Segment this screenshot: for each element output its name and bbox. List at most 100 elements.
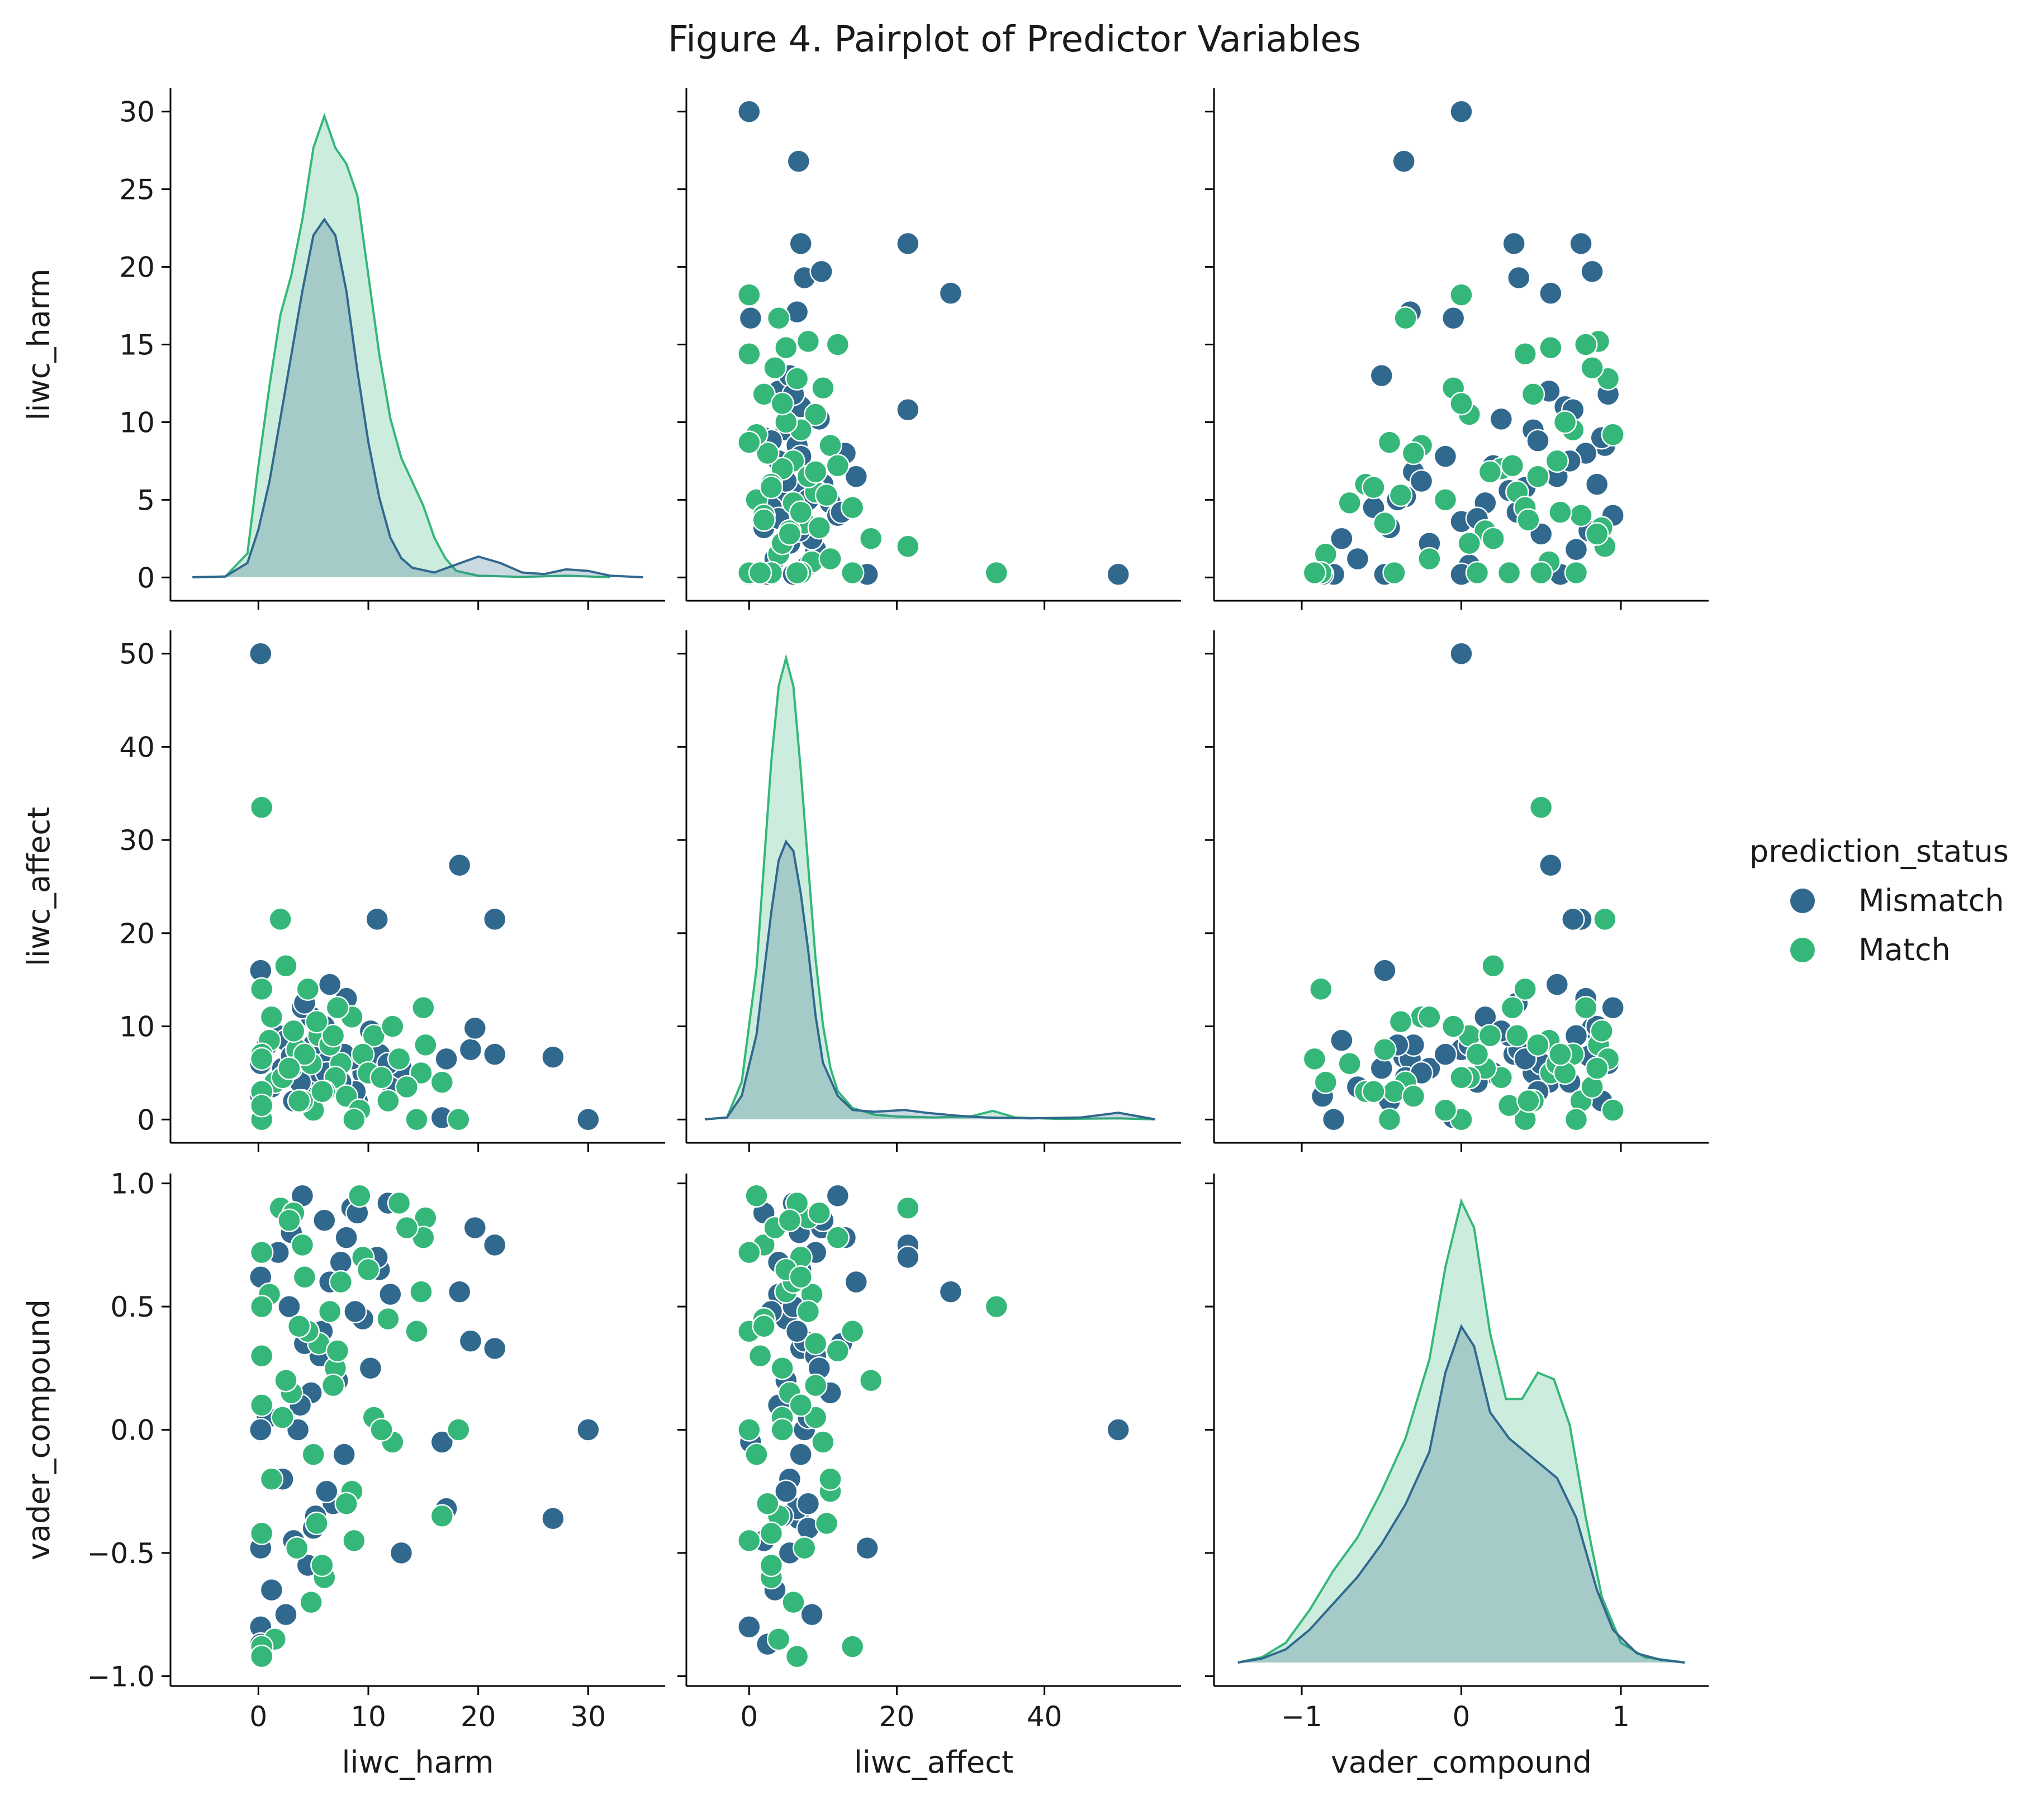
point-match-vader-compound-vs-liwc-harm-17 — [290, 1233, 315, 1257]
point-mismatch-liwc-harm-vs-liwc-affect-2 — [789, 231, 813, 256]
point-match-vader-compound-vs-liwc-harm-43 — [292, 1265, 317, 1289]
point-match-vader-compound-vs-liwc-harm-33 — [356, 1257, 381, 1282]
point-mismatch-vader-compound-vs-liwc-harm-14 — [334, 1226, 358, 1250]
point-match-vader-compound-vs-liwc-affect-26 — [840, 1635, 865, 1659]
point-match-liwc-harm-vs-vader-compound-3 — [1573, 333, 1598, 357]
point-match-liwc-harm-vs-vader-compound-1 — [1393, 306, 1417, 330]
kde-line-mismatch-vader-compound — [1237, 1324, 1685, 1664]
y-tick-label: 30 — [119, 96, 155, 129]
point-mismatch-vader-compound-vs-liwc-harm-36 — [389, 1541, 414, 1565]
point-match-liwc-harm-vs-liwc-affect-30 — [748, 561, 772, 585]
y-axis-label-vader-compound: vader_compound — [21, 1299, 56, 1560]
point-match-vader-compound-vs-liwc-affect-22 — [766, 1627, 791, 1651]
point-match-liwc-harm-vs-vader-compound-41 — [1500, 453, 1525, 478]
point-match-liwc-harm-vs-vader-compound-44 — [1449, 391, 1473, 416]
point-match-vader-compound-vs-liwc-affect-42 — [759, 1553, 784, 1578]
point-mismatch-vader-compound-vs-liwc-harm-5 — [463, 1215, 487, 1240]
point-mismatch-liwc-affect-vs-liwc-harm-17 — [317, 972, 342, 996]
kde-fill-mismatch-liwc-harm — [192, 219, 643, 577]
point-match-liwc-harm-vs-liwc-affect-34 — [756, 441, 780, 466]
point-mismatch-liwc-harm-vs-vader-compound-38 — [1433, 444, 1458, 468]
point-mismatch-liwc-harm-vs-liwc-affect-31 — [1106, 562, 1130, 587]
point-mismatch-vader-compound-vs-liwc-affect-39 — [785, 1319, 809, 1343]
point-mismatch-vader-compound-vs-liwc-harm-38 — [332, 1442, 356, 1466]
kde-fill-match-liwc-harm — [192, 116, 610, 577]
y-tick-label: 40 — [119, 731, 155, 763]
point-match-liwc-harm-vs-liwc-affect-3 — [826, 333, 850, 357]
kde-line-match-liwc-harm — [192, 112, 610, 578]
point-match-liwc-harm-vs-liwc-affect-8 — [803, 402, 828, 426]
legend: prediction_status Mismatch Match — [1749, 834, 2009, 967]
point-match-liwc-affect-vs-vader-compound-32 — [1441, 1014, 1466, 1038]
point-match-liwc-harm-vs-vader-compound-28 — [1465, 561, 1490, 585]
point-mismatch-vader-compound-vs-liwc-affect-16 — [796, 1492, 821, 1516]
point-match-liwc-harm-vs-vader-compound-33 — [1553, 410, 1577, 434]
point-match-liwc-harm-vs-liwc-affect-49 — [814, 483, 839, 507]
point-mismatch-liwc-affect-vs-vader-compound-41 — [1330, 1028, 1354, 1052]
y-tick-label: 0 — [137, 562, 155, 594]
legend-marker-match — [1790, 938, 1815, 962]
point-match-vader-compound-vs-liwc-affect-37 — [807, 1201, 832, 1225]
point-mismatch-liwc-harm-vs-vader-compound-6 — [1539, 281, 1563, 306]
point-match-vader-compound-vs-liwc-affect-14 — [803, 1331, 828, 1356]
point-match-vader-compound-vs-liwc-harm-35 — [317, 1299, 342, 1324]
panel-vader-compound-vs-vader-compound: −1 0 1 vader_compound — [1205, 1174, 1709, 1780]
point-match-vader-compound-vs-liwc-harm-28 — [249, 1393, 274, 1417]
point-match-liwc-harm-vs-liwc-affect-6 — [785, 367, 809, 391]
kde-fill-mismatch-liwc-affect — [705, 842, 1155, 1119]
point-match-vader-compound-vs-liwc-harm-7 — [376, 1307, 400, 1331]
point-mismatch-vader-compound-vs-liwc-harm-9 — [378, 1282, 402, 1307]
point-match-liwc-harm-vs-liwc-affect-43 — [789, 500, 813, 524]
point-match-liwc-affect-vs-vader-compound-24 — [1529, 795, 1553, 820]
point-match-liwc-harm-vs-vader-compound-31 — [1580, 355, 1604, 380]
point-match-liwc-affect-vs-liwc-harm-7 — [376, 1089, 400, 1113]
point-match-vader-compound-vs-liwc-harm-27 — [249, 1521, 274, 1545]
point-match-liwc-harm-vs-liwc-affect-41 — [826, 453, 850, 478]
point-match-liwc-affect-vs-vader-compound-42 — [1362, 1080, 1386, 1104]
point-match-vader-compound-vs-liwc-harm-30 — [249, 1343, 274, 1368]
point-mismatch-liwc-affect-vs-liwc-harm-31 — [249, 642, 273, 666]
x-tick-label: 20 — [879, 1701, 915, 1733]
point-match-vader-compound-vs-liwc-affect-36 — [781, 1590, 805, 1614]
point-match-liwc-harm-vs-vader-compound-43 — [1548, 500, 1572, 524]
point-match-liwc-affect-vs-vader-compound-46 — [1478, 1024, 1502, 1048]
point-match-liwc-harm-vs-vader-compound-20 — [1481, 526, 1505, 551]
point-match-liwc-affect-vs-liwc-harm-48 — [287, 1089, 311, 1113]
point-match-liwc-affect-vs-liwc-harm-30 — [249, 1094, 274, 1118]
panel-liwc-affect-vs-liwc-affect — [677, 630, 1181, 1152]
point-match-liwc-harm-vs-vader-compound-46 — [1478, 460, 1502, 484]
point-match-liwc-affect-vs-liwc-harm-39 — [259, 1005, 284, 1029]
point-match-liwc-affect-vs-liwc-harm-6 — [387, 1047, 411, 1071]
y-tick-label: 30 — [119, 824, 155, 857]
point-match-liwc-harm-vs-liwc-affect-29 — [785, 561, 809, 585]
x-tick-label: 10 — [350, 1701, 386, 1733]
point-match-vader-compound-vs-liwc-affect-40 — [744, 1184, 769, 1208]
point-match-liwc-affect-vs-vader-compound-39 — [1417, 1005, 1441, 1029]
y-tick-label: 0.0 — [110, 1414, 155, 1447]
point-mismatch-liwc-affect-vs-liwc-harm-2 — [482, 1042, 507, 1066]
point-match-liwc-affect-vs-liwc-harm-1 — [430, 1070, 454, 1094]
point-match-vader-compound-vs-liwc-harm-31 — [395, 1215, 419, 1240]
legend-label-mismatch: Mismatch — [1858, 883, 2004, 918]
x-axis-label-liwc-harm: liwc_harm — [342, 1745, 494, 1780]
point-match-liwc-affect-vs-liwc-harm-3 — [411, 995, 435, 1020]
point-mismatch-vader-compound-vs-liwc-affect-17 — [844, 1270, 869, 1294]
kde-line-mismatch-liwc-harm — [192, 217, 643, 578]
point-match-liwc-harm-vs-vader-compound-4 — [1539, 335, 1563, 360]
point-match-vader-compound-vs-liwc-affect-20 — [859, 1369, 883, 1393]
x-tick-label: −1 — [1281, 1701, 1322, 1733]
point-mismatch-vader-compound-vs-liwc-harm-1 — [541, 1506, 565, 1531]
point-match-vader-compound-vs-liwc-harm-15 — [301, 1442, 325, 1466]
point-mismatch-liwc-harm-vs-liwc-affect-11 — [896, 397, 920, 422]
point-match-vader-compound-vs-liwc-affect-41 — [826, 1339, 850, 1363]
point-match-liwc-harm-vs-vader-compound-49 — [1388, 483, 1413, 507]
point-match-liwc-harm-vs-vader-compound-45 — [1377, 430, 1402, 454]
point-match-vader-compound-vs-liwc-harm-1 — [430, 1504, 454, 1528]
point-match-vader-compound-vs-liwc-harm-45 — [342, 1528, 366, 1553]
y-tick-label: 25 — [119, 174, 155, 206]
point-mismatch-liwc-harm-vs-vader-compound-5 — [1580, 259, 1604, 284]
point-mismatch-liwc-harm-vs-vader-compound-4 — [1507, 265, 1531, 290]
y-tick-label: 20 — [119, 251, 155, 284]
point-match-liwc-affect-vs-vader-compound-48 — [1516, 1089, 1540, 1113]
point-match-vader-compound-vs-liwc-harm-34 — [334, 1492, 358, 1516]
